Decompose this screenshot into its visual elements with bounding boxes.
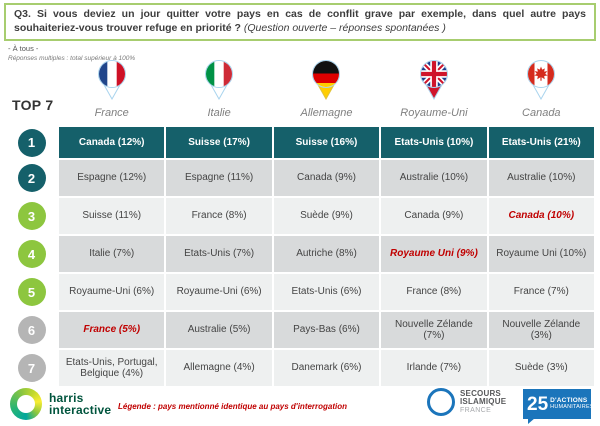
rank-badge-1: 1 (6, 127, 57, 158)
question-text: Q3. Si vous deviez un jour quitter votre… (14, 8, 586, 34)
table-cell: Suisse (11%) (59, 198, 165, 234)
badge-line1: D'ACTIONS (550, 396, 588, 404)
flag-pin-germany-icon (311, 60, 341, 105)
table-cell-highlighted: Royaume Uni (9%) (381, 236, 487, 272)
top7-label: TOP 7 (12, 97, 54, 113)
table-cell: Espagne (12%) (59, 160, 165, 196)
table-cell: Royaume-Uni (6%) (166, 274, 272, 310)
column-header-germany: Allemagne (274, 60, 379, 119)
sif-line3: FRANCE (460, 406, 492, 414)
column-header-uk: Royaume-Uni (381, 60, 486, 119)
table-cell: Italie (7%) (59, 236, 165, 272)
badge-text: D'ACTIONS HUMANITAIRES (550, 396, 594, 411)
rank-badge-2: 2 (6, 160, 57, 196)
rank-number: 5 (17, 278, 46, 306)
table-cell: Canada (9%) (381, 198, 487, 234)
rank-number: 4 (17, 240, 46, 268)
harris-line1: harris (49, 391, 84, 405)
table-cell: Suède (3%) (488, 350, 594, 386)
flag-pin-uk-icon (419, 60, 449, 105)
rank-badge-7: 7 (6, 350, 57, 386)
table-cell: Etats-Unis, Portugal, Belgique (4%) (59, 350, 165, 386)
flag-pin-italy-icon (204, 60, 234, 105)
table-cell: Nouvelle Zélande (3%) (488, 312, 594, 348)
audience-note: - À tous - (8, 44, 39, 53)
rank-badge-3: 3 (6, 198, 57, 234)
table-cell: Irlande (7%) (381, 350, 487, 386)
table-cell: Suède (9%) (273, 198, 380, 234)
question-box: Q3. Si vous deviez un jour quitter votre… (4, 3, 596, 42)
column-header-france: France (59, 60, 164, 119)
rank-number: 7 (17, 354, 46, 382)
rank-number: 3 (17, 202, 46, 230)
table-cell: Royaume-Uni (6%) (59, 274, 165, 310)
legend-text: Légende : pays mentionné identique au pa… (118, 402, 348, 411)
table-cell-highlighted: France (5%) (59, 312, 165, 348)
country-header-row: France Italie (6, 60, 594, 119)
column-label-canada: Canada (522, 107, 561, 119)
harris-ring-icon (10, 388, 42, 420)
harris-interactive-logo: harris interactive (10, 388, 111, 420)
table-cell-highlighted: Canada (10%) (488, 198, 594, 234)
table-cell: Etats-Unis (21%) (488, 127, 594, 158)
header-spacer (6, 60, 57, 119)
rank-badge-5: 5 (6, 274, 57, 310)
table-cell: Etats-Unis (10%) (381, 127, 487, 158)
table-cell: Canada (9%) (273, 160, 380, 196)
multiple-answers-note: Réponses multiples : total supérieur à 1… (8, 55, 136, 62)
ranking-table: 1 Canada (12%) Suisse (17%) Suisse (16%)… (6, 127, 594, 386)
table-cell: Allemagne (4%) (166, 350, 272, 386)
column-header-italy: Italie (166, 60, 271, 119)
sif-line1: SECOURS (460, 388, 501, 398)
table-cell: Pays-Bas (6%) (273, 312, 380, 348)
table-cell: Danemark (6%) (273, 350, 380, 386)
table-cell: Espagne (11%) (166, 160, 272, 196)
sif-circle-icon (427, 388, 455, 416)
table-cell: Autriche (8%) (273, 236, 380, 272)
column-label-germany: Allemagne (300, 107, 353, 119)
table-cell: Suisse (16%) (273, 127, 380, 158)
sif-line2: ISLAMIQUE (460, 397, 507, 407)
rank-number: 2 (17, 164, 46, 192)
table-cell: Australie (10%) (488, 160, 594, 196)
table-cell: Australie (10%) (381, 160, 487, 196)
rank-number: 1 (17, 128, 46, 157)
table-cell: Australie (5%) (166, 312, 272, 348)
table-cell: Etats-Unis (6%) (273, 274, 380, 310)
column-label-france: France (94, 107, 129, 119)
rank-badge-4: 4 (6, 236, 57, 272)
table-cell: Etats-Unis (7%) (166, 236, 272, 272)
table-cell: Suisse (17%) (166, 127, 272, 158)
question-method-note: (Question ouverte – réponses spontanées … (243, 21, 446, 34)
column-header-canada: Canada (489, 60, 594, 119)
flag-pin-france-icon (97, 60, 127, 105)
sif-logo-text: SECOURS ISLAMIQUE FRANCE (460, 388, 507, 414)
secours-islamique-logo: SECOURS ISLAMIQUE FRANCE (427, 388, 506, 416)
harris-logo-text: harris interactive (49, 392, 111, 416)
rank-badge-6: 6 (6, 312, 57, 348)
table-cell: Nouvelle Zélande (7%) (381, 312, 487, 348)
rank-number: 6 (17, 316, 46, 344)
flag-pin-canada-icon (526, 60, 556, 105)
column-label-uk: Royaume-Uni (400, 107, 468, 119)
badge-number: 25 (527, 393, 549, 415)
table-cell: France (8%) (381, 274, 487, 310)
anniversary-badge: 25 D'ACTIONS HUMANITAIRES (523, 389, 594, 424)
table-cell: Royaume Uni (10%) (488, 236, 594, 272)
badge-line2: HUMANITAIRES (550, 403, 594, 410)
column-label-italy: Italie (207, 107, 231, 119)
harris-line2: interactive (49, 403, 112, 417)
table-cell: France (8%) (166, 198, 272, 234)
table-cell: France (7%) (488, 274, 594, 310)
table-cell: Canada (12%) (59, 127, 165, 158)
